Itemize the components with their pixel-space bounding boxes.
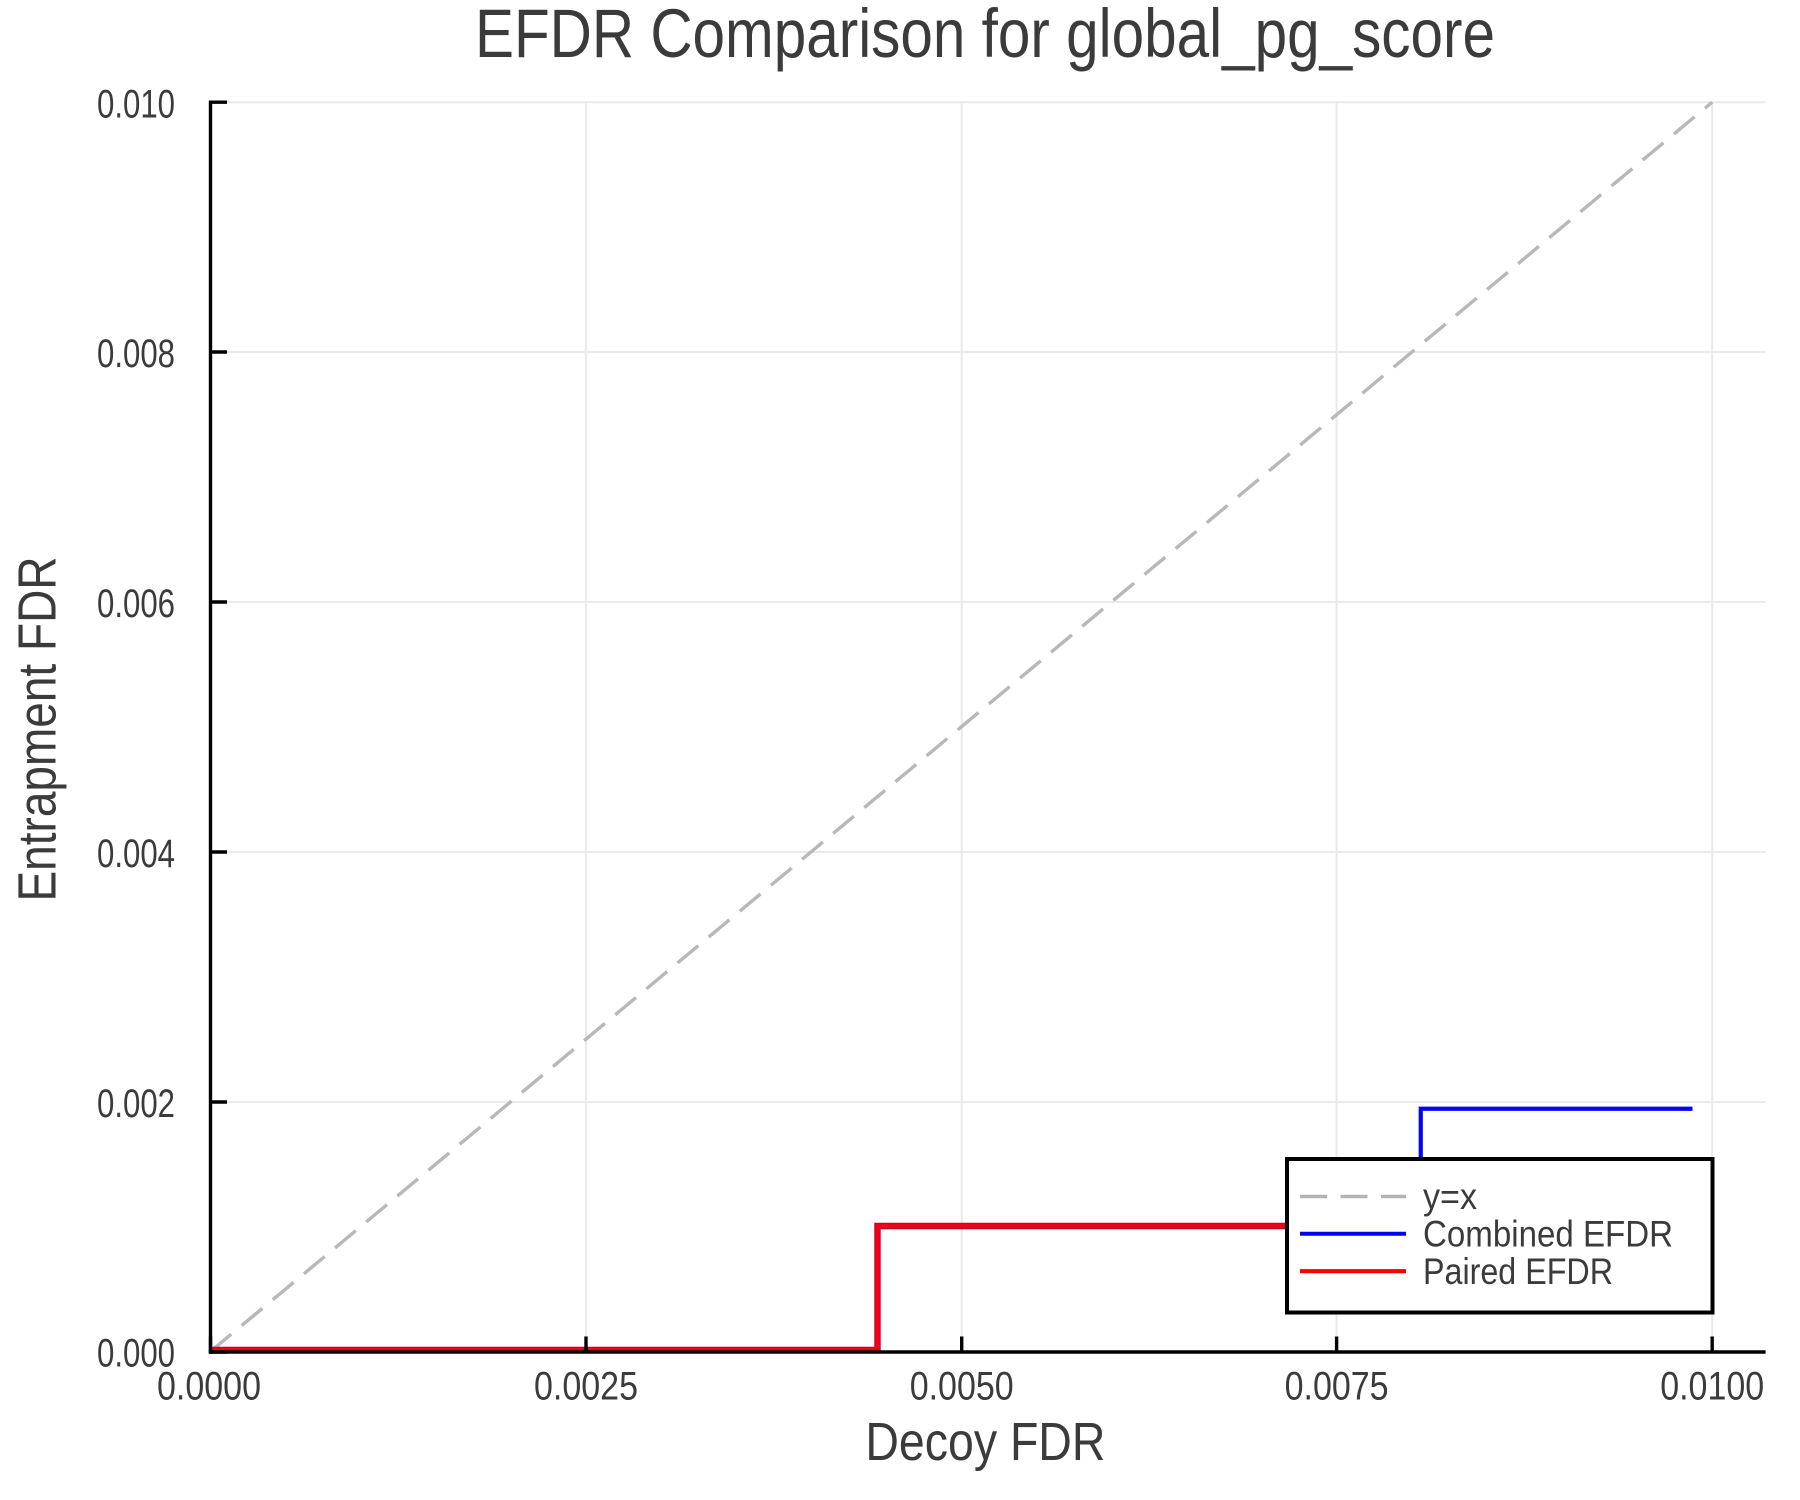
svg-text:Entrapment FDR: Entrapment FDR	[8, 557, 68, 902]
svg-text:0.000: 0.000	[97, 1332, 175, 1376]
svg-text:0.006: 0.006	[97, 582, 175, 626]
svg-text:0.008: 0.008	[97, 332, 175, 376]
svg-text:0.010: 0.010	[97, 82, 175, 126]
svg-text:0.004: 0.004	[97, 832, 175, 876]
svg-text:0.002: 0.002	[97, 1082, 175, 1126]
svg-text:Paired EFDR: Paired EFDR	[1423, 1251, 1613, 1292]
svg-text:Decoy FDR: Decoy FDR	[865, 1412, 1105, 1472]
svg-text:0.0000: 0.0000	[157, 1365, 261, 1409]
svg-text:0.0025: 0.0025	[534, 1365, 638, 1409]
svg-text:EFDR Comparison for global_pg_: EFDR Comparison for global_pg_score	[475, 0, 1495, 72]
svg-text:0.0050: 0.0050	[910, 1365, 1014, 1409]
svg-text:0.0075: 0.0075	[1285, 1365, 1389, 1409]
svg-text:y=x: y=x	[1423, 1176, 1477, 1217]
svg-text:0.0100: 0.0100	[1660, 1365, 1764, 1409]
svg-text:Combined EFDR: Combined EFDR	[1423, 1214, 1673, 1255]
